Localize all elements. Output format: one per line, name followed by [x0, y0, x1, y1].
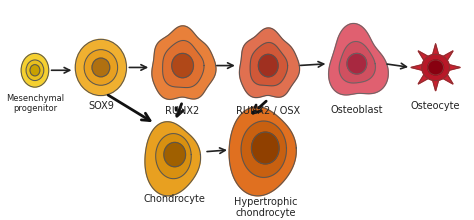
Ellipse shape [164, 142, 185, 167]
Ellipse shape [258, 54, 278, 77]
Polygon shape [250, 42, 288, 86]
Ellipse shape [422, 54, 449, 81]
Ellipse shape [92, 58, 110, 77]
Text: RUNX2 / OSX: RUNX2 / OSX [236, 106, 301, 116]
Ellipse shape [172, 53, 193, 78]
Text: Hypertrophic
chondrocyte: Hypertrophic chondrocyte [234, 197, 297, 218]
Text: Osteocyte: Osteocyte [411, 101, 460, 111]
Ellipse shape [347, 53, 367, 74]
Ellipse shape [21, 53, 49, 87]
Polygon shape [339, 42, 375, 83]
Ellipse shape [75, 39, 127, 95]
Ellipse shape [26, 60, 44, 81]
Polygon shape [328, 24, 388, 95]
Polygon shape [239, 28, 300, 98]
Polygon shape [145, 122, 201, 196]
Text: Mesenchymal
progenitor: Mesenchymal progenitor [6, 94, 64, 113]
Text: RUNX2: RUNX2 [165, 106, 200, 116]
Ellipse shape [30, 65, 40, 76]
Ellipse shape [428, 60, 444, 75]
Polygon shape [155, 134, 191, 179]
Polygon shape [163, 40, 204, 88]
Polygon shape [241, 121, 286, 177]
Text: Chondrocyte: Chondrocyte [144, 194, 206, 204]
Polygon shape [152, 26, 216, 99]
Ellipse shape [252, 132, 279, 164]
Ellipse shape [84, 50, 118, 85]
Text: Osteoblast: Osteoblast [330, 105, 383, 115]
Text: SOX9: SOX9 [88, 101, 114, 111]
Polygon shape [229, 107, 296, 196]
Polygon shape [411, 44, 460, 91]
